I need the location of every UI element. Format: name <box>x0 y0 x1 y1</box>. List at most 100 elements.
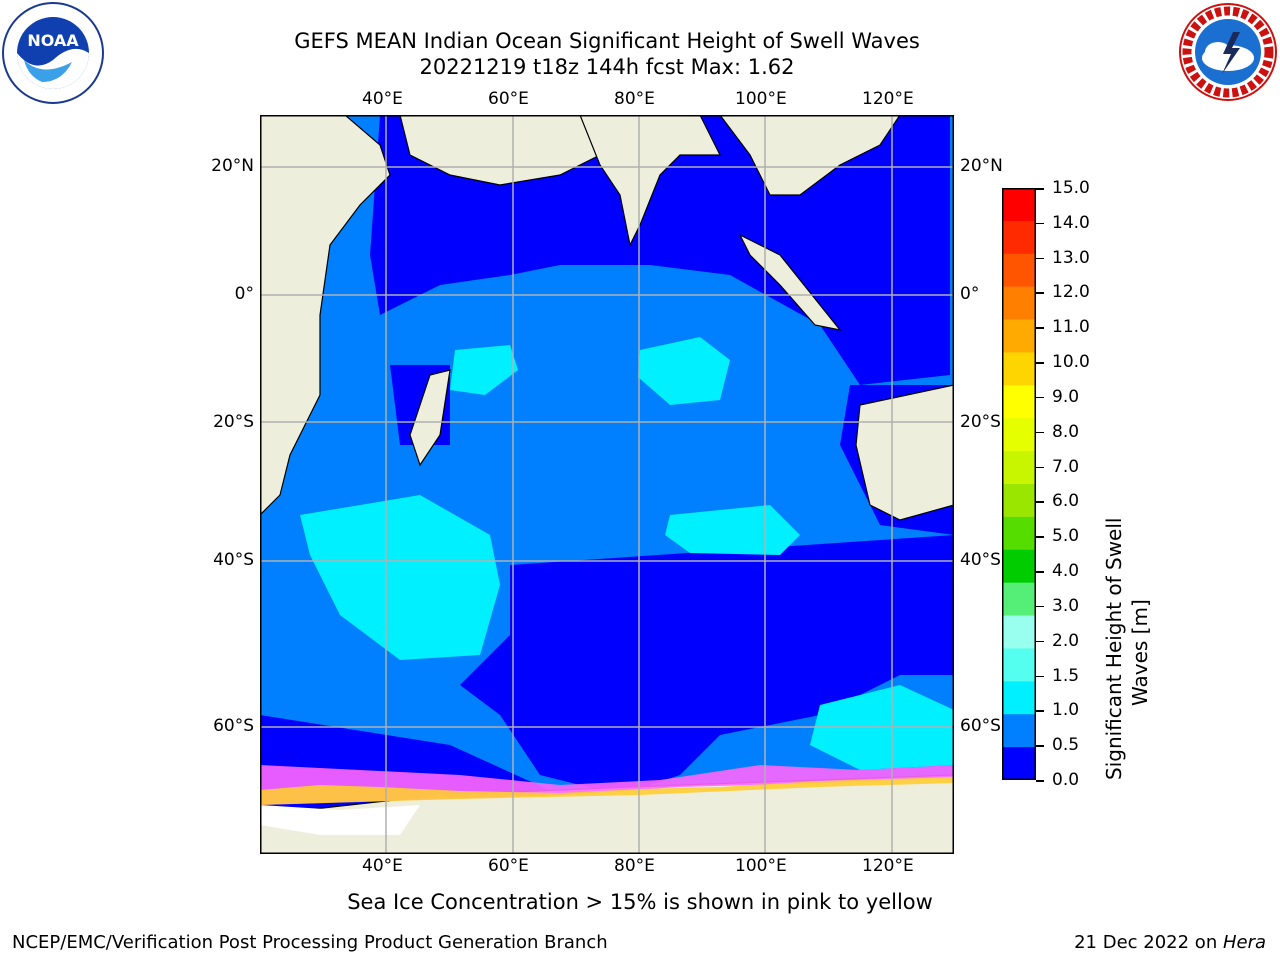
colorbar-segment <box>1002 681 1036 715</box>
lat-tick-left: 0° <box>234 284 254 304</box>
colorbar-tick-mark <box>1036 188 1044 190</box>
colorbar-tick-label: 3.0 <box>1052 595 1080 616</box>
colorbar-segment <box>1002 319 1036 353</box>
lat-tick-left: 20°N <box>211 156 254 176</box>
lat-tick-left: 20°S <box>213 412 254 432</box>
colorbar-ticks: 15.0 14.0 13.0 12.0 11.0 10.0 9.0 8.0 7.0 6.0 5.0 4… <box>1036 178 1096 790</box>
graticule <box>260 115 954 854</box>
colorbar-tick-mark <box>1036 466 1044 469</box>
colorbar-tick-mark <box>1036 640 1044 643</box>
colorbar-tick-label: 8.0 <box>1052 421 1080 442</box>
lat-tick-right: 20°N <box>960 156 1003 176</box>
colorbar-segment <box>1002 188 1036 222</box>
colorbar-tick-mark <box>1036 605 1044 608</box>
colorbar-tick-mark <box>1036 745 1044 747</box>
noaa-logo: NOAA <box>2 2 104 104</box>
colorbar-title-line1: Significant Height of Swell <box>1102 517 1126 780</box>
colorbar-tick-mark <box>1036 501 1044 503</box>
map-frame <box>260 115 954 854</box>
colorbar-tick-mark <box>1036 710 1044 712</box>
lon-tick-bottom: 60°E <box>488 856 529 876</box>
colorbar <box>1002 188 1036 781</box>
lon-tick-bottom: 80°E <box>614 856 655 876</box>
colorbar-tick-mark <box>1036 222 1044 225</box>
sea-ice-note: Sea Ice Concentration > 15% is shown in … <box>347 890 933 914</box>
colorbar-frame <box>1002 188 1036 780</box>
colorbar-tick-label: 10.0 <box>1052 352 1090 373</box>
footer-credit: NCEP/EMC/Verification Post Processing Pr… <box>12 932 608 953</box>
footer-host: Hera <box>1222 932 1266 953</box>
colorbar-segment <box>1002 253 1036 288</box>
ocean-low-south-central <box>460 535 954 795</box>
colorbar-tick-mark <box>1036 571 1044 573</box>
map-title: GEFS MEAN Indian Ocean Significant Heigh… <box>294 29 920 53</box>
map-svg <box>259 114 955 855</box>
colorbar-segment <box>1002 484 1036 518</box>
colorbar-segment <box>1002 418 1036 452</box>
colorbar-segment <box>1002 451 1036 485</box>
land-india <box>579 114 721 247</box>
lon-tick-bottom: 120°E <box>862 856 914 876</box>
nws-logo <box>1178 2 1278 102</box>
colorbar-tick-label: 13.0 <box>1052 247 1090 268</box>
colorbar-tick-label: 6.0 <box>1052 491 1080 512</box>
colorbar-tick-label: 5.0 <box>1052 526 1080 547</box>
colorbar-tick-mark <box>1036 780 1044 782</box>
colorbar-tick-label: 14.0 <box>1052 212 1090 233</box>
colorbar-segment <box>1002 220 1036 255</box>
colorbar-tick-mark <box>1036 292 1044 294</box>
colorbar-tick-label: 9.0 <box>1052 386 1080 407</box>
colorbar-tick-label: 0.5 <box>1052 735 1080 756</box>
land-madagascar <box>409 369 451 467</box>
colorbar-tick-label: 15.0 <box>1052 178 1090 198</box>
colorbar-tick-label: 11.0 <box>1052 317 1090 338</box>
lon-tick-top: 120°E <box>862 89 914 109</box>
land-australia <box>855 384 955 521</box>
colorbar-tick-mark <box>1036 536 1044 538</box>
colorbar-tick-mark <box>1036 675 1044 678</box>
lon-tick-top: 80°E <box>614 89 655 109</box>
colorbar-segment <box>1002 549 1036 584</box>
lat-tick-right: 60°S <box>960 716 1001 736</box>
lat-tick-left: 60°S <box>213 716 254 736</box>
colorbar-segment <box>1002 516 1036 551</box>
colorbar-title-line2: Waves [m] <box>1128 599 1152 706</box>
colorbar-svg <box>1002 188 1036 781</box>
colorbar-tick-mark <box>1036 257 1044 260</box>
land-africa <box>259 114 391 517</box>
noaa-logo-text: NOAA <box>27 31 79 50</box>
colorbar-tick-label: 1.5 <box>1052 665 1080 686</box>
lon-tick-bottom: 40°E <box>362 856 403 876</box>
colorbar-segment <box>1002 648 1036 682</box>
colorbar-tick-mark <box>1036 327 1044 329</box>
colorbar-tick-mark <box>1036 396 1044 399</box>
lat-tick-right: 40°S <box>960 550 1001 570</box>
colorbar-segment <box>1002 286 1036 321</box>
colorbar-segment <box>1002 714 1036 748</box>
colorbar-segment <box>1002 352 1036 386</box>
map-panel <box>259 114 955 855</box>
colorbar-tick-mark <box>1036 431 1044 434</box>
lon-tick-top: 60°E <box>488 89 529 109</box>
lat-tick-left: 40°S <box>213 550 254 570</box>
colorbar-segment <box>1002 582 1036 617</box>
colorbar-tick-label: 12.0 <box>1052 282 1090 303</box>
lon-tick-top: 40°E <box>362 89 403 109</box>
colorbar-segment <box>1002 615 1036 649</box>
lon-tick-top: 100°E <box>735 89 787 109</box>
map-subtitle: 20221219 t18z 144h fcst Max: 1.62 <box>419 55 795 79</box>
lon-tick-bottom: 100°E <box>735 856 787 876</box>
colorbar-tick-label: 2.0 <box>1052 630 1080 651</box>
colorbar-tick-label: 0.0 <box>1052 770 1080 790</box>
colorbar-segment <box>1002 747 1036 781</box>
ice-shelf <box>260 805 420 835</box>
sea-ice-yellow <box>260 777 954 805</box>
colorbar-tick-mark <box>1036 362 1044 364</box>
ocean-high-southwest <box>300 495 500 660</box>
ocean-high-south-central <box>665 505 800 555</box>
lat-tick-right: 20°S <box>960 412 1001 432</box>
ocean-high-central <box>638 337 730 405</box>
colorbar-segment <box>1002 385 1036 419</box>
lat-tick-right: 0° <box>960 284 980 304</box>
colorbar-tick-label: 7.0 <box>1052 456 1080 477</box>
